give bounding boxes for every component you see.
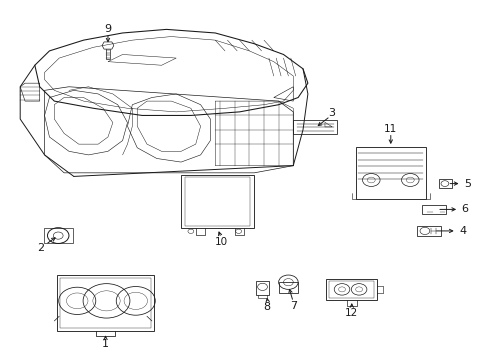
Text: 7: 7 [289,301,296,311]
Text: 10: 10 [214,237,227,247]
Text: 9: 9 [104,24,111,34]
Text: 8: 8 [263,302,269,312]
Text: 12: 12 [345,308,358,318]
Text: 5: 5 [464,179,470,189]
Text: 3: 3 [327,108,334,118]
Text: 11: 11 [384,124,397,134]
Text: 4: 4 [458,226,466,236]
Text: 2: 2 [38,243,44,253]
Text: 6: 6 [461,204,468,215]
Text: 1: 1 [102,339,109,349]
